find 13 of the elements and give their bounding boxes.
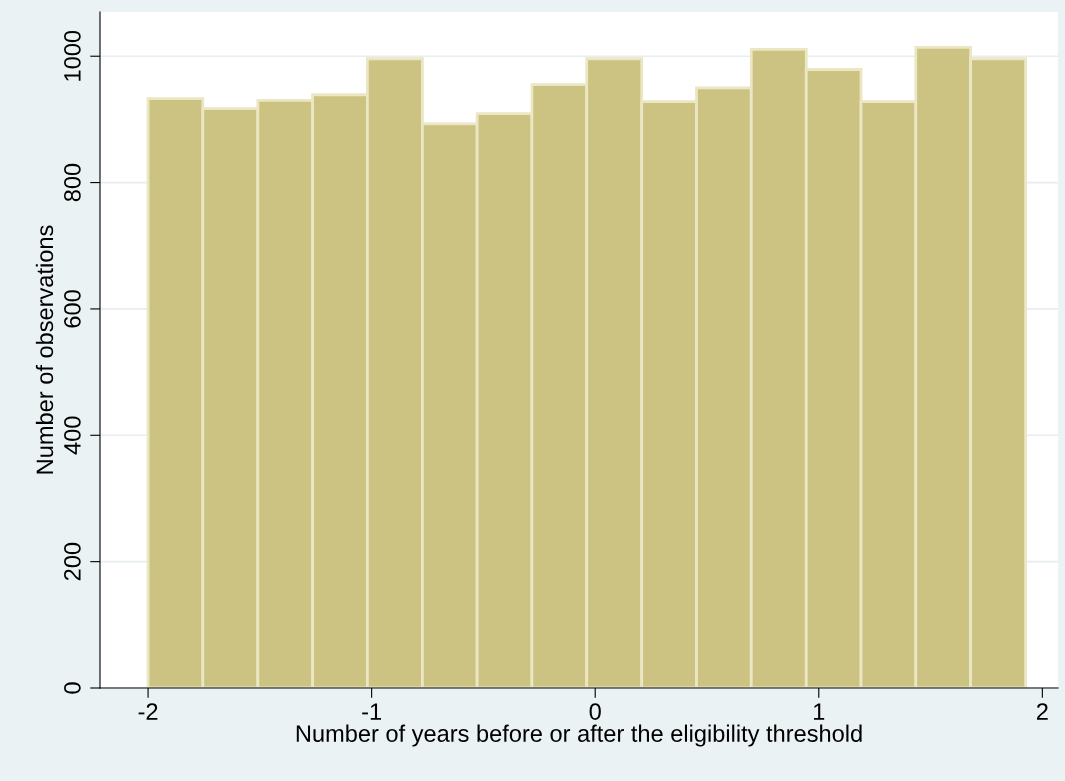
x-tick-label: 1 (814, 703, 825, 720)
y-tick-label: 0 (64, 682, 81, 694)
x-axis-title: Number of years before or after the eligibility threshold (296, 724, 862, 747)
x-tick-label: 2 (1036, 703, 1048, 720)
x-tick-label: 0 (589, 703, 601, 720)
y-tick-label: 800 (64, 163, 81, 202)
y-tick-label: 200 (64, 542, 81, 581)
x-tick-label: -2 (138, 703, 158, 720)
y-tick-label: 400 (64, 416, 81, 455)
x-tick-label: -1 (362, 703, 381, 720)
y-tick-label: 1000 (64, 30, 81, 81)
y-axis-title: Number of observations (35, 225, 54, 474)
y-tick-label: 600 (64, 290, 81, 328)
